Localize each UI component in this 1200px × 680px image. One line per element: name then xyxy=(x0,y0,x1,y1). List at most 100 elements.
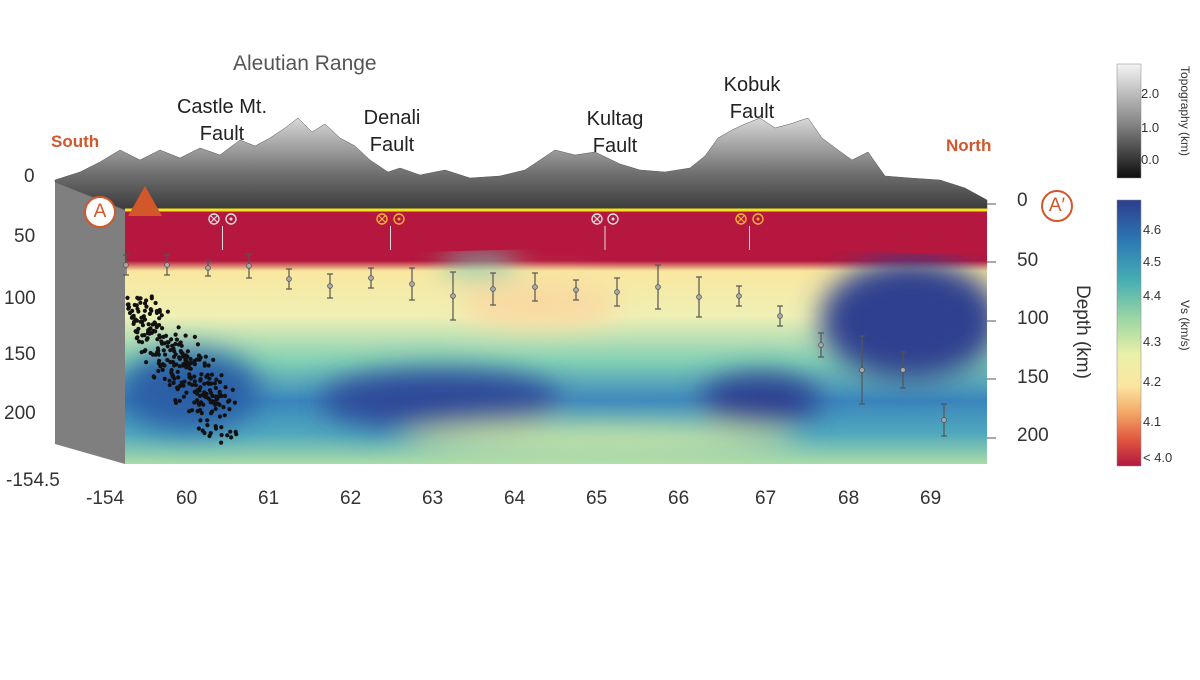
earthquake-dot xyxy=(157,358,162,363)
earthquake-dot xyxy=(182,379,187,384)
earthquake-dot xyxy=(205,418,210,423)
earthquake-dot xyxy=(199,372,204,377)
earthquake-dot xyxy=(200,428,205,433)
corner-longitude: -154.5 xyxy=(6,470,60,491)
earthquake-dot xyxy=(151,328,156,333)
earthquake-dot xyxy=(148,307,153,312)
vs-tick: 4.6 xyxy=(1143,222,1162,237)
earthquake-dot xyxy=(188,356,193,362)
error-bar xyxy=(614,277,620,307)
earthquake-dot xyxy=(151,374,156,379)
earthquake-dot xyxy=(217,379,223,385)
vs-colorbar xyxy=(1116,199,1142,467)
earthquake-dot xyxy=(198,385,203,390)
earthquake-dot xyxy=(202,381,207,386)
earthquake-dot xyxy=(172,363,177,368)
earthquake-dot xyxy=(230,387,235,392)
earthquake-dot xyxy=(227,407,232,412)
earthquake-dot xyxy=(134,303,139,308)
earthquake-dot xyxy=(198,418,203,423)
earthquake-dot xyxy=(173,332,178,337)
earthquake-dot xyxy=(196,353,202,358)
earthquake-dot xyxy=(195,409,200,414)
vs-tick: 4.4 xyxy=(1143,288,1162,303)
earthquake-dot xyxy=(206,381,211,386)
earthquake-dot xyxy=(213,385,218,391)
earthquake-dot xyxy=(221,405,226,410)
right-depth-axis xyxy=(987,203,996,439)
earthquake-dot xyxy=(192,334,197,339)
earthquake-dot xyxy=(206,396,211,401)
topo-tick: 2.0 xyxy=(1141,86,1160,101)
earthquake-dot xyxy=(215,401,221,406)
fault-label-castle-mt: Castle Mt. Fault xyxy=(160,94,284,148)
x-tick: 66 xyxy=(668,488,690,509)
earthquake-dot xyxy=(217,414,223,419)
error-bar xyxy=(205,259,211,277)
fault-name: Denali xyxy=(363,107,421,129)
error-bar xyxy=(409,267,415,301)
earthquake-dot xyxy=(205,423,210,428)
earthquake-dot xyxy=(208,411,214,416)
fault-name: Castle Mt. xyxy=(176,96,268,118)
earthquake-dot xyxy=(131,321,136,326)
earthquake-dot xyxy=(176,325,181,330)
earthquake-dot xyxy=(175,387,180,392)
left-depth-tick: 50 xyxy=(14,226,36,247)
vs-tick: 4.1 xyxy=(1143,414,1162,429)
earthquake-dot xyxy=(126,302,131,307)
fault-label-denali: Denali Fault xyxy=(342,105,442,159)
earthquake-dot xyxy=(207,376,212,381)
fault-marker xyxy=(208,213,237,250)
earthquake-dot xyxy=(156,368,161,374)
fault-word: Fault xyxy=(729,101,775,123)
earthquake-dot xyxy=(223,385,228,390)
earthquake-dot xyxy=(154,325,159,330)
earthquake-dot xyxy=(184,365,189,370)
right-depth-tick: 150 xyxy=(1017,367,1049,388)
earthquake-dot xyxy=(138,319,143,324)
x-tick: 61 xyxy=(258,488,280,509)
earthquake-dot xyxy=(213,424,218,429)
earthquake-dot xyxy=(134,336,139,341)
earthquake-dot xyxy=(171,374,176,379)
earthquake-dot xyxy=(222,413,227,418)
x-tick: 62 xyxy=(340,488,362,509)
profile-end-marker: A′ xyxy=(1041,190,1073,222)
topo-tick: 1.0 xyxy=(1141,120,1160,135)
earthquake-dot xyxy=(153,352,158,357)
error-bar xyxy=(900,351,906,389)
earthquake-dot xyxy=(144,298,149,303)
earthquake-dot xyxy=(192,400,197,405)
earthquake-dot xyxy=(203,354,208,359)
earthquake-dot xyxy=(138,300,143,305)
earthquake-dot xyxy=(179,343,184,348)
left-depth-tick: 100 xyxy=(4,288,36,309)
earthquake-dot xyxy=(168,348,173,353)
earthquake-dot xyxy=(160,326,165,331)
earthquake-dot xyxy=(167,378,172,383)
earthquake-dot xyxy=(192,362,197,367)
right-depth-tick: 0 xyxy=(1017,190,1028,211)
earthquake-dot xyxy=(193,383,198,388)
x-tick: 67 xyxy=(755,488,777,509)
topography-colorbar xyxy=(1116,63,1142,179)
fault-label-kultag: Kultag Fault xyxy=(565,106,665,160)
earthquake-dot xyxy=(198,400,204,405)
earthquake-dot xyxy=(173,341,178,347)
crust-band xyxy=(125,210,987,255)
earthquake-dot xyxy=(202,361,207,366)
earthquake-dot xyxy=(173,352,178,357)
fault-label-kobuk: Kobuk Fault xyxy=(702,72,802,126)
earthquake-dot xyxy=(199,411,204,416)
fault-word: Fault xyxy=(369,134,415,156)
earthquake-dot xyxy=(188,376,193,381)
earthquake-dot xyxy=(173,400,179,405)
earthquake-dot xyxy=(177,398,182,403)
earthquake-dot xyxy=(157,309,162,314)
error-bar xyxy=(123,254,129,276)
earthquake-dot xyxy=(161,348,166,353)
error-bar xyxy=(286,268,292,290)
